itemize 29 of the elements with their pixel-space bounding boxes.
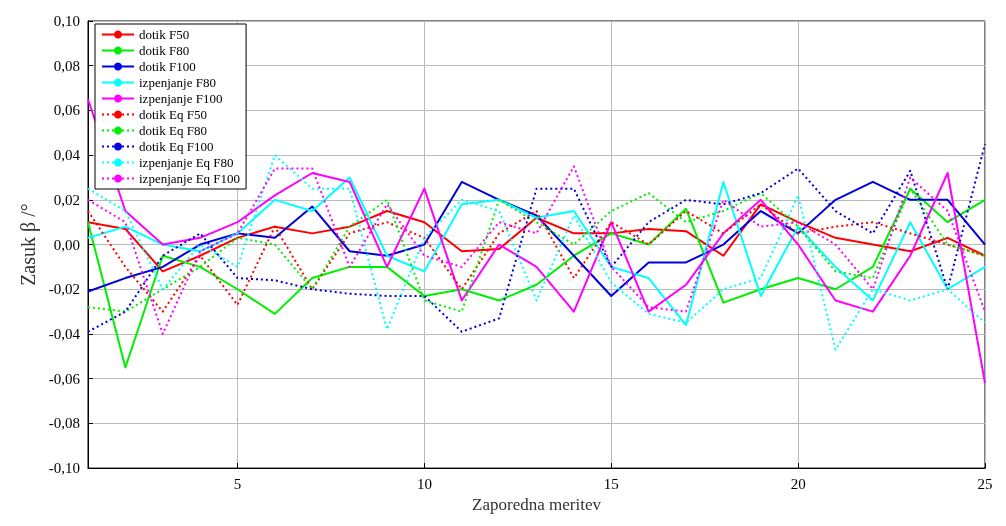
legend-label: dotik F100	[139, 59, 196, 74]
y-axis-title: Zasuk β /°	[16, 203, 40, 286]
x-tick-label: 25	[977, 475, 993, 492]
y-tick-label: 0,00	[53, 236, 80, 253]
legend-label: dotik Eq F50	[139, 107, 207, 122]
x-tick-label: 10	[416, 475, 432, 492]
legend-label: izpenjanje Eq F100	[139, 171, 241, 186]
x-axis-title: Zaporedna meritev	[472, 495, 602, 514]
x-tick-label: 5	[233, 475, 242, 492]
y-tick-label: 0,08	[53, 57, 80, 74]
y-tick-label: -0,04	[48, 325, 81, 342]
legend-label: izpenjanje F80	[139, 75, 216, 90]
legend-label: dotik Eq F100	[139, 139, 214, 154]
y-tick-label: -0,08	[48, 415, 80, 432]
y-tick-label: -0,10	[48, 460, 80, 477]
legend-label: dotik Eq F80	[139, 123, 207, 138]
x-tick-label: 15	[603, 475, 619, 492]
y-tick-label: 0,02	[53, 191, 80, 208]
legend-label: dotik F80	[139, 43, 190, 58]
legend-label: izpenjanje F100	[139, 91, 223, 106]
legend-label: dotik F50	[139, 27, 190, 42]
legend-label: izpenjanje Eq F80	[139, 155, 234, 170]
y-tick-label: -0,02	[48, 281, 80, 298]
y-tick-label: -0,06	[48, 370, 81, 387]
line-series	[87, 187, 986, 369]
x-tick-label: 20	[790, 475, 806, 492]
y-tick-label: 0,10	[53, 13, 80, 29]
y-tick-label: 0,04	[53, 147, 81, 164]
y-tick-label: 0,06	[53, 102, 81, 119]
